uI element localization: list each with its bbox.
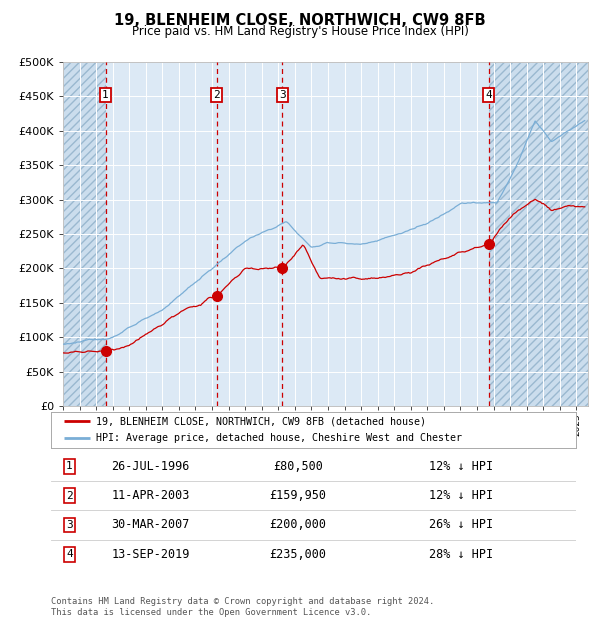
Text: Contains HM Land Registry data © Crown copyright and database right 2024.
This d: Contains HM Land Registry data © Crown c… [51, 598, 434, 617]
Text: 30-MAR-2007: 30-MAR-2007 [112, 518, 190, 531]
Text: 26-JUL-1996: 26-JUL-1996 [112, 459, 190, 472]
Text: 28% ↓ HPI: 28% ↓ HPI [429, 548, 493, 561]
Text: 4: 4 [66, 549, 73, 559]
Text: £80,500: £80,500 [273, 459, 323, 472]
Text: £200,000: £200,000 [269, 518, 326, 531]
Text: 19, BLENHEIM CLOSE, NORTHWICH, CW9 8FB (detached house): 19, BLENHEIM CLOSE, NORTHWICH, CW9 8FB (… [95, 417, 425, 427]
Text: HPI: Average price, detached house, Cheshire West and Chester: HPI: Average price, detached house, Ches… [95, 433, 461, 443]
Text: 1: 1 [102, 90, 109, 100]
Text: 3: 3 [279, 90, 286, 100]
Text: 12% ↓ HPI: 12% ↓ HPI [429, 489, 493, 502]
Text: 26% ↓ HPI: 26% ↓ HPI [429, 518, 493, 531]
Text: 19, BLENHEIM CLOSE, NORTHWICH, CW9 8FB: 19, BLENHEIM CLOSE, NORTHWICH, CW9 8FB [114, 13, 486, 28]
Text: 13-SEP-2019: 13-SEP-2019 [112, 548, 190, 561]
Text: 12% ↓ HPI: 12% ↓ HPI [429, 459, 493, 472]
Bar [489, 62, 588, 406]
Text: Price paid vs. HM Land Registry's House Price Index (HPI): Price paid vs. HM Land Registry's House … [131, 25, 469, 37]
Text: £159,950: £159,950 [269, 489, 326, 502]
Bar [63, 62, 106, 406]
Text: £235,000: £235,000 [269, 548, 326, 561]
Bar [489, 62, 588, 406]
Text: 4: 4 [485, 90, 492, 100]
Bar [63, 62, 106, 406]
Text: 2: 2 [214, 90, 220, 100]
Text: 1: 1 [66, 461, 73, 471]
Text: 11-APR-2003: 11-APR-2003 [112, 489, 190, 502]
Text: 2: 2 [66, 490, 73, 500]
Text: 3: 3 [66, 520, 73, 530]
